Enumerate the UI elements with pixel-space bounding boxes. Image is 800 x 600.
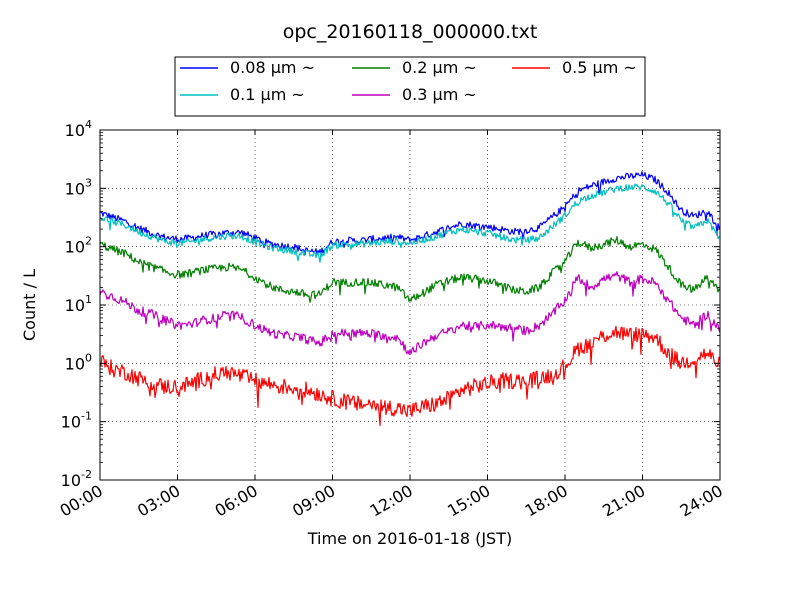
legend-entry: 0.5 μm ~ <box>562 58 637 77</box>
y-axis-label: Count / L <box>20 269 39 341</box>
y-tick-label: 102 <box>65 235 92 257</box>
legend: 0.08 μm ~ 0.1 μm ~ 0.2 μm ~ 0.3 μm ~ 0.5 μm … <box>174 56 646 117</box>
y-tick-labels: 10-2 10-1 100 101 102 103 104 <box>61 118 92 490</box>
legend-entry: 0.3 μm ~ <box>402 85 477 104</box>
y-tick-label: 101 <box>65 293 92 315</box>
legend-entry: 0.1 μm ~ <box>230 85 305 104</box>
series-lines <box>99 171 721 427</box>
x-axis-label: Time on 2016-01-18 (JST) <box>307 529 512 548</box>
series-line <box>99 271 721 355</box>
grid <box>100 130 720 480</box>
legend-entry: 0.08 μm ~ <box>230 58 315 77</box>
y-tick-label: 100 <box>65 351 92 373</box>
series-line <box>99 183 721 263</box>
legend-entry: 0.2 μm ~ <box>402 58 477 77</box>
legend-box <box>174 56 646 117</box>
series-line <box>99 325 721 427</box>
y-tick-label: 10-1 <box>61 410 92 432</box>
series-line <box>99 236 721 303</box>
y-tick-label: 103 <box>65 176 92 198</box>
y-tick-label: 104 <box>65 118 92 140</box>
axis-ticks <box>99 129 721 481</box>
chart-title: opc_20160118_000000.txt <box>283 21 538 43</box>
y-tick-label: 10-2 <box>61 468 92 490</box>
